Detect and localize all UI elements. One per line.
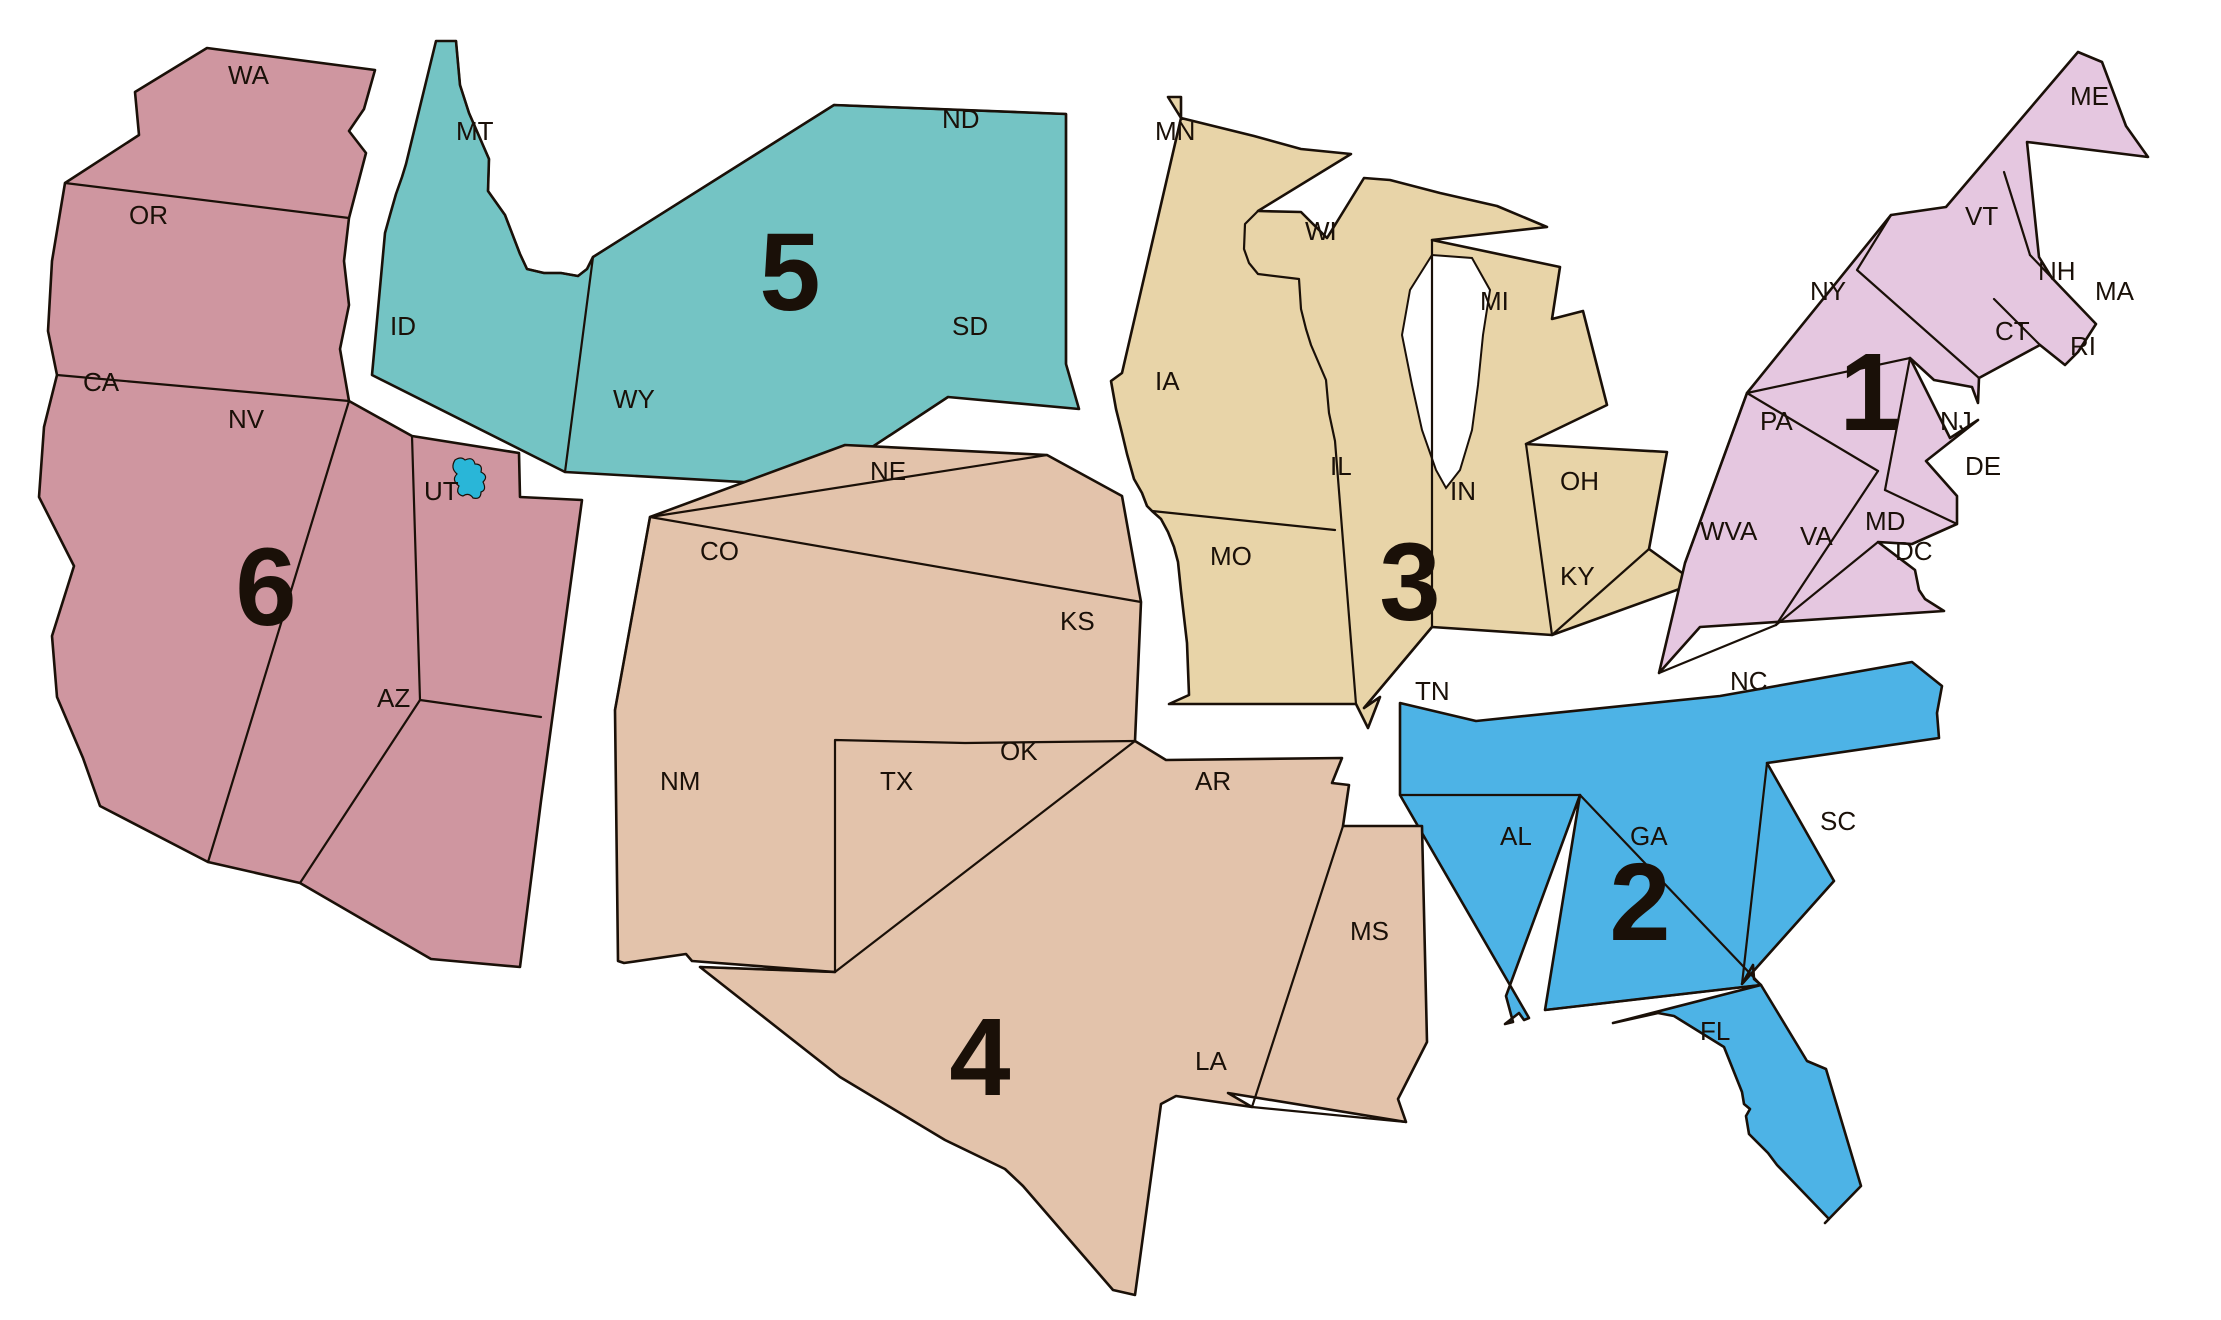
svg-text:AR: AR — [1195, 766, 1231, 796]
svg-text:ME: ME — [2070, 81, 2109, 111]
svg-text:WA: WA — [228, 60, 270, 90]
svg-text:5: 5 — [759, 211, 820, 334]
svg-text:NJ: NJ — [1940, 406, 1972, 436]
svg-text:IN: IN — [1450, 476, 1476, 506]
svg-text:2: 2 — [1609, 841, 1670, 964]
svg-text:PA: PA — [1760, 406, 1793, 436]
svg-text:NC: NC — [1730, 666, 1768, 696]
svg-text:IA: IA — [1155, 366, 1180, 396]
svg-text:MO: MO — [1210, 541, 1252, 571]
svg-text:KS: KS — [1060, 606, 1095, 636]
svg-text:UT: UT — [424, 476, 459, 506]
svg-text:MT: MT — [456, 116, 494, 146]
svg-text:AZ: AZ — [377, 683, 410, 713]
svg-text:IL: IL — [1330, 451, 1352, 481]
svg-text:SD: SD — [952, 311, 988, 341]
svg-text:NY: NY — [1810, 276, 1846, 306]
svg-text:CA: CA — [83, 367, 120, 397]
svg-text:WVA: WVA — [1700, 516, 1758, 546]
svg-text:OR: OR — [129, 200, 168, 230]
svg-text:VA: VA — [1800, 521, 1833, 551]
svg-text:AL: AL — [1500, 821, 1532, 851]
svg-text:NV: NV — [228, 404, 265, 434]
svg-text:ND: ND — [942, 104, 980, 134]
svg-text:MA: MA — [2095, 276, 2135, 306]
svg-text:NE: NE — [870, 456, 906, 486]
svg-text:MS: MS — [1350, 916, 1389, 946]
svg-text:6: 6 — [235, 526, 296, 649]
svg-text:FL: FL — [1700, 1016, 1730, 1046]
svg-text:KY: KY — [1560, 561, 1595, 591]
svg-text:MN: MN — [1155, 116, 1195, 146]
svg-text:VT: VT — [1965, 201, 1998, 231]
svg-text:1: 1 — [1839, 331, 1900, 454]
svg-text:TN: TN — [1415, 676, 1450, 706]
svg-text:3: 3 — [1379, 521, 1440, 644]
svg-text:WY: WY — [613, 384, 655, 414]
svg-text:MI: MI — [1480, 286, 1509, 316]
svg-text:MD: MD — [1865, 506, 1905, 536]
svg-text:OH: OH — [1560, 466, 1599, 496]
svg-text:DE: DE — [1965, 451, 2001, 481]
svg-text:WI: WI — [1305, 216, 1337, 246]
svg-text:OK: OK — [1000, 736, 1038, 766]
svg-text:LA: LA — [1195, 1046, 1227, 1076]
svg-text:TX: TX — [880, 766, 913, 796]
svg-text:NM: NM — [660, 766, 700, 796]
svg-text:SC: SC — [1820, 806, 1856, 836]
svg-text:4: 4 — [949, 996, 1010, 1119]
svg-text:ID: ID — [390, 311, 416, 341]
svg-text:RI: RI — [2070, 331, 2096, 361]
svg-text:DC: DC — [1895, 536, 1933, 566]
svg-text:NH: NH — [2038, 256, 2076, 286]
svg-text:CO: CO — [700, 536, 739, 566]
svg-text:CT: CT — [1995, 316, 2030, 346]
